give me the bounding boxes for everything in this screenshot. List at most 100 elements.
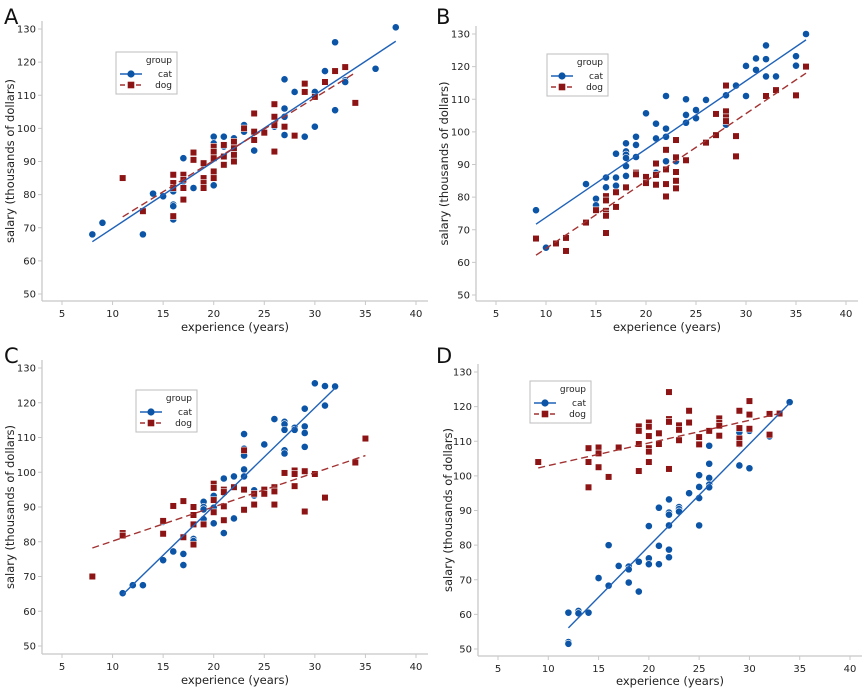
data-point-dog: [301, 467, 309, 475]
data-point-dog: [189, 540, 198, 549]
x-tick-label: 40: [840, 309, 853, 320]
data-point-cat: [632, 141, 640, 149]
data-point-cat: [209, 519, 218, 528]
data-point-cat: [705, 441, 714, 450]
y-tick-label: 90: [23, 157, 36, 168]
y-tick-label: 90: [459, 506, 472, 517]
data-point-cat: [321, 401, 329, 410]
data-point-dog: [602, 229, 610, 237]
data-point-dog: [665, 418, 673, 426]
x-axis-title: experience (years): [616, 674, 724, 688]
data-point-cat: [219, 474, 228, 483]
data-point-cat: [564, 639, 573, 648]
data-point-cat: [139, 581, 147, 590]
data-point-dog: [179, 195, 187, 204]
data-point-dog: [220, 141, 228, 149]
y-tick-label: 90: [457, 160, 470, 171]
panel-label: A: [4, 5, 19, 29]
data-point-dog: [765, 410, 774, 418]
data-point-cat: [199, 505, 208, 514]
data-point-cat: [642, 109, 650, 118]
y-tick-label: 60: [23, 256, 36, 267]
x-tick-label: 20: [207, 662, 220, 673]
data-point-cat: [655, 560, 663, 569]
data-point-dog: [159, 517, 167, 525]
data-point-cat: [179, 154, 188, 163]
fit-line-dog: [92, 454, 366, 549]
panel-label: D: [436, 344, 452, 368]
data-point-dog: [301, 88, 309, 96]
y-tick-label: 70: [459, 575, 472, 586]
x-tick-label: 25: [258, 309, 271, 320]
data-point-dog: [169, 212, 177, 220]
data-point-dog: [635, 467, 643, 475]
data-point-cat: [612, 173, 620, 182]
fit-line-cat: [91, 40, 397, 243]
data-point-dog: [745, 425, 754, 433]
data-point-cat: [321, 382, 329, 390]
data-point-cat: [594, 574, 603, 582]
x-tick-label: 10: [106, 662, 119, 673]
data-point-cat: [179, 550, 188, 558]
y-tick-label: 50: [23, 290, 36, 301]
data-point-dog: [584, 458, 593, 466]
y-tick-label: 130: [451, 30, 470, 41]
data-point-dog: [200, 159, 208, 167]
data-point-dog: [240, 446, 248, 454]
data-point-cat: [604, 581, 613, 590]
y-tick-label: 130: [453, 368, 472, 379]
data-point-dog: [612, 203, 620, 211]
data-point-cat: [240, 465, 248, 474]
data-point-dog: [189, 503, 198, 511]
data-point-dog: [280, 469, 289, 477]
series-dog: [532, 63, 810, 255]
data-point-cat: [665, 553, 673, 562]
data-point-dog: [732, 152, 740, 160]
y-tick-label: 100: [451, 127, 470, 138]
legend-title: group: [166, 394, 192, 404]
legend-label-dog: dog: [175, 419, 192, 429]
data-point-cat: [665, 495, 673, 504]
data-point-cat: [240, 430, 248, 438]
data-point-cat: [705, 474, 714, 482]
data-point-cat: [300, 442, 309, 451]
data-point-cat: [564, 608, 573, 617]
data-point-dog: [582, 218, 590, 227]
legend-marker-dog: [127, 81, 135, 89]
data-point-cat: [331, 106, 339, 115]
data-point-dog: [331, 67, 339, 75]
y-tick-label: 110: [453, 437, 472, 448]
y-tick-label: 130: [17, 364, 36, 375]
data-point-dog: [189, 520, 198, 528]
y-tick-label: 60: [459, 610, 472, 621]
data-point-cat: [300, 429, 309, 437]
data-point-cat: [682, 95, 690, 104]
data-point-cat: [655, 503, 663, 512]
data-point-cat: [209, 132, 218, 141]
data-point-cat: [179, 561, 188, 569]
data-point-dog: [240, 124, 248, 132]
data-point-cat: [772, 72, 780, 81]
data-point-dog: [321, 494, 329, 502]
data-point-cat: [310, 122, 319, 131]
data-point-cat: [762, 41, 770, 50]
data-point-cat: [612, 149, 620, 158]
data-point-cat: [695, 483, 704, 491]
data-point-cat: [270, 415, 279, 423]
data-point-dog: [210, 147, 218, 156]
data-point-cat: [742, 62, 750, 70]
fit-line-cat: [567, 402, 791, 629]
y-axis-title: salary (thousands of dollars): [3, 425, 17, 589]
y-tick-label: 50: [459, 645, 472, 656]
legend-label-dog: dog: [586, 83, 603, 93]
x-tick-label: 35: [359, 309, 372, 320]
series-dog: [534, 388, 784, 491]
data-point-dog: [672, 184, 680, 192]
data-point-cat: [634, 557, 643, 566]
data-point-dog: [735, 407, 743, 415]
legend-marker-cat: [147, 408, 155, 416]
data-point-cat: [602, 183, 610, 192]
data-point-dog: [179, 184, 187, 192]
